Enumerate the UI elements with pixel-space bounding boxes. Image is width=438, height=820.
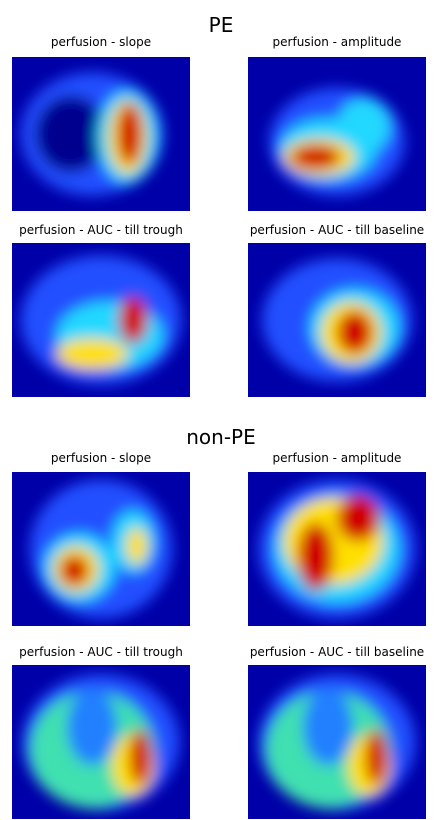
panel-label: perfusion - AUC - till trough bbox=[19, 645, 183, 659]
heatmap-blob bbox=[118, 296, 148, 344]
heatmap-blob bbox=[365, 729, 387, 786]
heatmap-image bbox=[12, 57, 190, 211]
heatmap-blob bbox=[60, 555, 89, 586]
heatmap-image bbox=[248, 472, 426, 626]
heatmap-blob bbox=[35, 95, 107, 173]
heatmap-blob bbox=[129, 729, 151, 786]
heatmap-blob bbox=[337, 98, 391, 155]
panel-label: perfusion - AUC - till baseline bbox=[250, 645, 424, 659]
panel-label: perfusion - amplitude bbox=[273, 35, 402, 49]
section-title: non-PE bbox=[186, 425, 256, 449]
heatmap-blob bbox=[117, 103, 142, 165]
heatmap-image bbox=[248, 57, 426, 211]
panel-label: perfusion - slope bbox=[51, 451, 151, 465]
heatmap-blob bbox=[67, 688, 118, 766]
panel-label: perfusion - amplitude bbox=[273, 451, 402, 465]
panel-label: perfusion - slope bbox=[51, 35, 151, 49]
heatmap-blob bbox=[290, 144, 341, 170]
heatmap-blob bbox=[56, 338, 128, 370]
heatmap-blob bbox=[303, 688, 354, 766]
panel-label: perfusion - AUC - till trough bbox=[19, 223, 183, 237]
heatmap-image bbox=[12, 472, 190, 626]
panel-label: perfusion - AUC - till baseline bbox=[250, 223, 424, 237]
heatmap-image bbox=[12, 665, 190, 819]
section-title: PE bbox=[209, 13, 234, 37]
heatmap-image bbox=[12, 243, 190, 397]
heatmap-blob bbox=[337, 310, 373, 354]
heatmap-image bbox=[248, 243, 426, 397]
heatmap-image bbox=[248, 665, 426, 819]
heatmap-blob bbox=[297, 522, 334, 591]
heatmap-blob bbox=[337, 495, 380, 542]
heatmap-blob bbox=[125, 527, 148, 565]
